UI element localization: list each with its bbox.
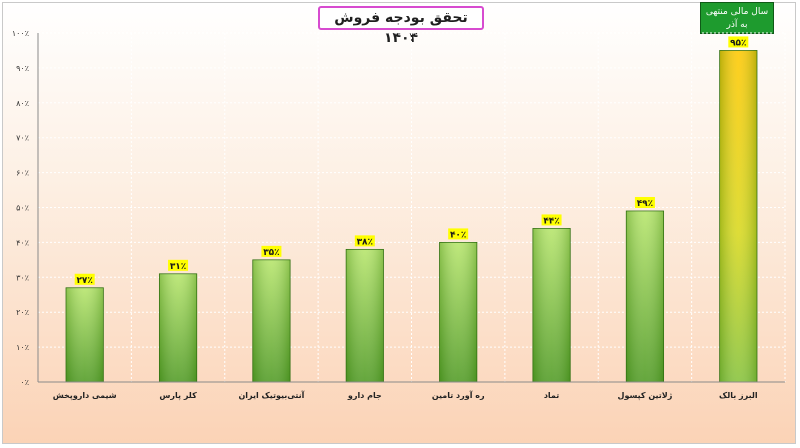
- data-label: ۹۵٪: [730, 38, 746, 48]
- y-axis: ۰٪ ۱۰٪ ۲۰٪ ۳۰٪ ۴۰٪ ۵۰٪ ۶۰٪ ۷۰٪ ۸۰٪ ۹۰٪ ۱۰۰٪: [12, 29, 39, 387]
- fiscal-year-note: سال مالی منتهی به آذر: [700, 2, 774, 34]
- data-label: ۴۴٪: [543, 216, 559, 226]
- data-label: ۲۷٪: [76, 276, 92, 286]
- bar-shading: [346, 249, 384, 382]
- y-tick-label: ۲۰٪: [16, 308, 29, 317]
- data-label: ۴۰٪: [450, 230, 466, 240]
- y-tick-label: ۵۰٪: [16, 204, 29, 213]
- y-tick-label: ۱۰٪: [16, 343, 29, 352]
- y-tick-label: ۰٪: [20, 378, 29, 387]
- data-label-bg: [634, 196, 655, 208]
- data-label-bg: [541, 214, 562, 226]
- x-category-label: تماد: [544, 391, 559, 400]
- gridlines: [37, 32, 786, 383]
- bar-shading: [626, 210, 664, 382]
- x-category-label: جام دارو: [347, 391, 382, 400]
- chart-title: تحقق بودجه فروش ۱۴۰۴: [318, 6, 484, 46]
- data-label-bg: [728, 36, 749, 48]
- bars: ۲۷٪ ۳۱٪ ۳۵٪ ۳۸٪ ۴۰٪ ۴۴٪ ۴۹٪ ۹۵٪: [65, 36, 758, 383]
- bar-shading: [719, 50, 757, 382]
- data-label: ۴۹٪: [637, 199, 653, 209]
- bar-shading: [66, 287, 104, 382]
- x-category-label: آنتی‌بیوتیک ایران: [238, 390, 304, 400]
- x-category-label: البرز بالک: [719, 391, 758, 400]
- bar-shading: [439, 242, 477, 382]
- y-tick-label: ۷۰٪: [16, 134, 29, 143]
- data-label-bg: [448, 228, 469, 240]
- y-tick-label: ۴۰٪: [16, 238, 29, 247]
- bar-shading: [252, 259, 291, 382]
- y-tick-label: ۸۰٪: [16, 99, 29, 108]
- y-tick-label: ۳۰٪: [16, 273, 29, 282]
- x-category-label: شیمی داروپخش: [53, 391, 117, 401]
- data-label-bg: [168, 259, 189, 271]
- data-label: ۳۱٪: [170, 262, 186, 272]
- y-tick-label: ۹۰٪: [16, 64, 29, 73]
- data-label-bg: [354, 235, 375, 247]
- bar-shading: [532, 228, 571, 382]
- bar-shading: [159, 273, 197, 382]
- data-label-bg: [74, 273, 95, 285]
- fiscal-year-note-line-2: به آذر: [726, 20, 748, 30]
- x-category-label: ژلاتین کپسول: [618, 391, 673, 400]
- y-tick-label: ۶۰٪: [16, 169, 29, 178]
- x-category-label: کلر پارس: [159, 391, 197, 401]
- data-label-bg: [261, 245, 282, 257]
- x-category-label: ره آورد تامین: [432, 390, 485, 400]
- y-tick-label: ۱۰۰٪: [12, 29, 29, 38]
- data-label: ۳۵٪: [263, 248, 279, 258]
- fiscal-year-note-line-1: سال مالی منتهی: [705, 7, 769, 17]
- data-label: ۳۸٪: [357, 237, 373, 247]
- x-axis: شیمی داروپخش کلر پارس آنتی‌بیوتیک ایران جام…: [38, 381, 785, 401]
